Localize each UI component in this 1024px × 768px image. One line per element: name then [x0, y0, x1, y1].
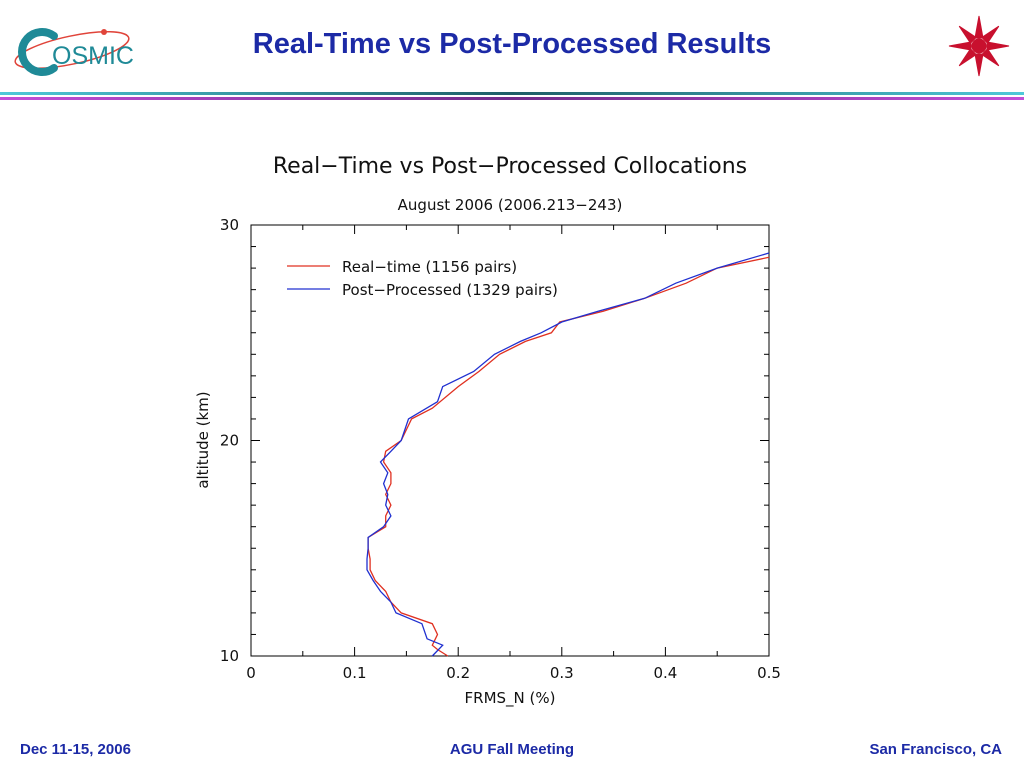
y-tick-label: 20: [220, 432, 239, 450]
x-tick-label: 0.3: [550, 664, 574, 682]
x-tick-label: 0: [246, 664, 256, 682]
legend-label: Real−time (1156 pairs): [342, 258, 517, 276]
x-axis-label: FRMS_N (%): [465, 689, 556, 708]
series-line-post-processed: [366, 252, 770, 657]
y-tick-label: 10: [220, 647, 239, 665]
footer-date: Dec 11-15, 2006: [20, 741, 131, 758]
plot-area: [250, 224, 770, 657]
x-tick-label: 0.1: [343, 664, 367, 682]
footer-event: AGU Fall Meeting: [449, 741, 575, 758]
star-logo: [944, 14, 1014, 78]
y-axis-label: altitude (km): [194, 391, 212, 488]
legend: Real−time (1156 pairs) Post−Processed (13…: [287, 258, 558, 299]
slide-title: Real-Time vs Post-Processed Results: [252, 28, 772, 60]
chart: Real−Time vs Post−Processed Collocations…: [0, 100, 1024, 720]
x-tick-label: 0.4: [653, 664, 677, 682]
cosmic-logo: OSMIC: [8, 20, 136, 82]
chart-title: Real−Time vs Post−Processed Collocations: [273, 154, 747, 179]
legend-label: Post−Processed (1329 pairs): [342, 281, 558, 299]
x-tick-label: 0.2: [446, 664, 470, 682]
logo-text: OSMIC: [52, 42, 134, 70]
footer-location: San Francisco, CA: [869, 741, 1002, 758]
header-rule-teal: [0, 92, 1024, 95]
x-tick-label: 0.5: [757, 664, 781, 682]
y-tick-label: 30: [220, 216, 239, 234]
chart-subtitle: August 2006 (2006.213−243): [398, 196, 623, 214]
header-rule-magenta: [0, 97, 1024, 100]
series-line-real-time: [367, 256, 770, 657]
